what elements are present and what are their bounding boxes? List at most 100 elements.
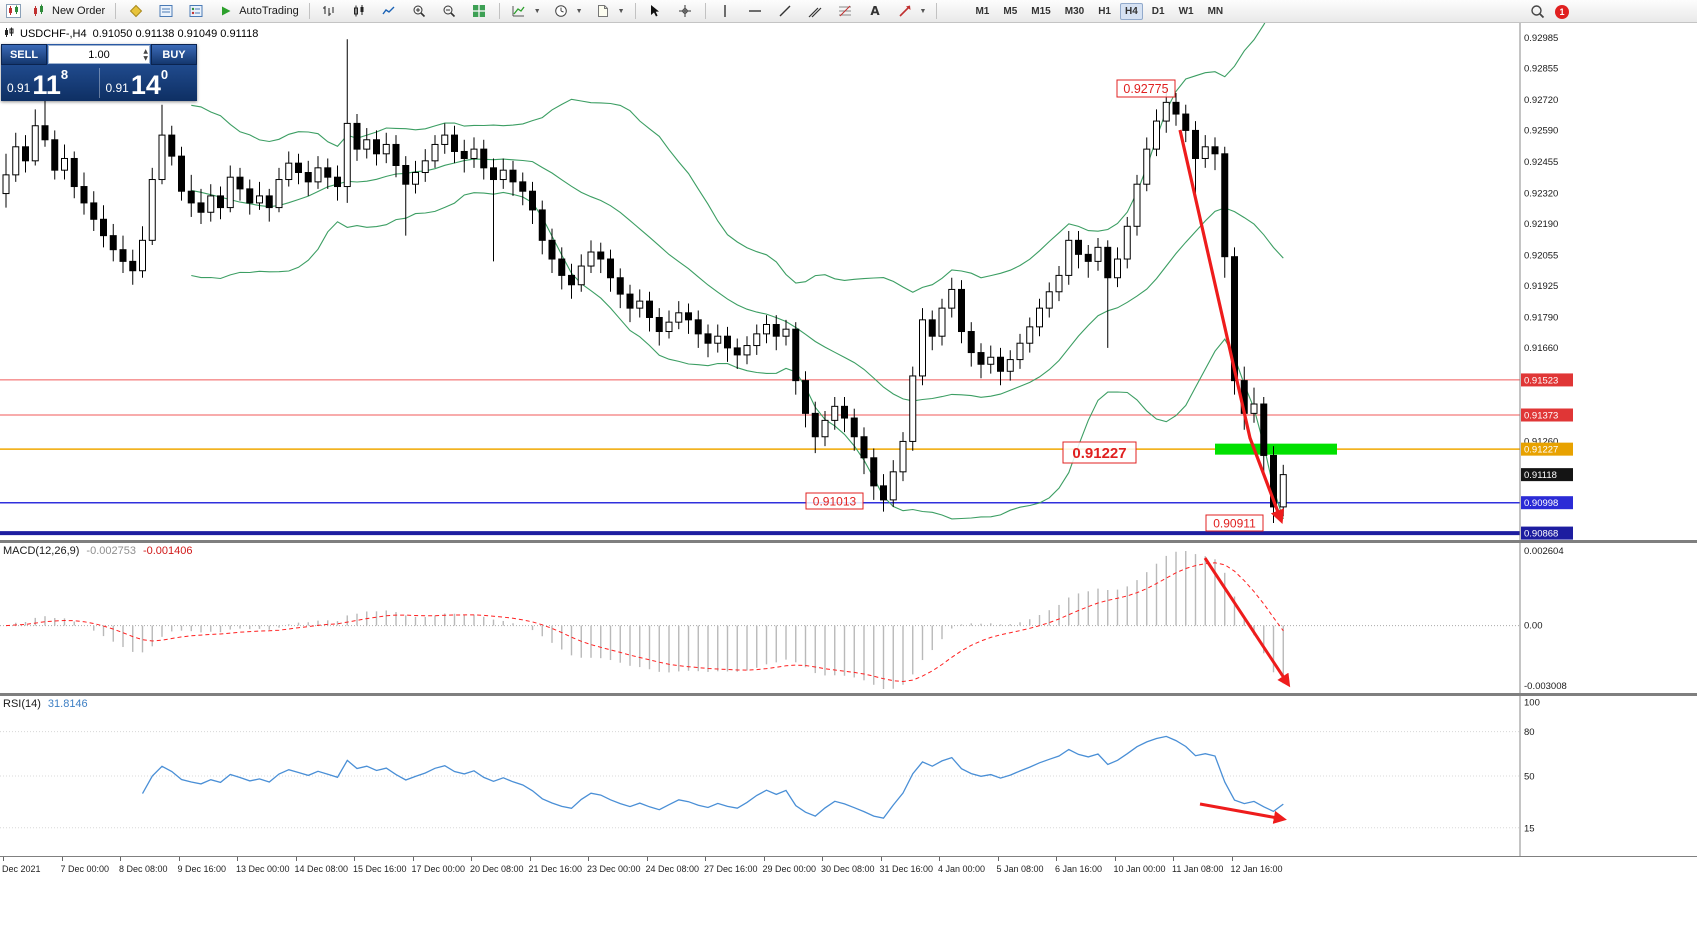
symbol-ohlc-values: 0.91050 0.91138 0.91049 0.91118	[92, 28, 259, 40]
timeframe-mn[interactable]: MN	[1207, 5, 1224, 17]
tile-windows-button[interactable]	[465, 1, 494, 22]
green-zone-highlight[interactable]	[1215, 443, 1337, 455]
templates-icon	[594, 3, 613, 20]
volume-input[interactable]: 1.00 ▲ ▼	[48, 45, 150, 64]
rsi-line	[141, 735, 1284, 819]
buy-price-big: 14	[130, 70, 161, 100]
price-annotation[interactable]: 0.90911	[1205, 514, 1264, 532]
sell-button[interactable]: SELL	[1, 44, 47, 65]
main-toolbar: New Order AutoTrading	[0, 0, 1697, 23]
vertical-line-tool-button[interactable]	[711, 1, 740, 22]
tile-windows-icon	[470, 3, 489, 20]
macd-panel[interactable]: 0.002604 0.00 -0.003008	[0, 543, 1697, 693]
channel-tool-button[interactable]	[801, 1, 830, 22]
price-tag-label: 0.90868	[1524, 529, 1558, 540]
time-axis[interactable]: Dec 2021 7 Dec 00:00 8 Dec 08:00 9 Dec 16:0…	[0, 856, 1697, 878]
chevron-down-icon: ▼	[919, 7, 927, 15]
notification-badge[interactable]: 1	[1555, 4, 1569, 19]
time-axis-label: 4 Jan 00:00	[938, 864, 986, 874]
buy-button[interactable]: BUY	[151, 44, 197, 65]
autotrading-button[interactable]: AutoTrading	[211, 1, 304, 22]
buy-price-sup: 0	[160, 67, 169, 82]
line-chart-button[interactable]	[375, 1, 404, 22]
symbol-period-label: USDCHF-,H4	[20, 28, 87, 40]
horizontal-line-tool-button[interactable]	[741, 1, 770, 22]
volume-stepper[interactable]: ▲ ▼	[143, 46, 148, 63]
timeframe-m5[interactable]: M5	[1003, 5, 1018, 17]
panel-separator[interactable]	[0, 540, 1697, 543]
rsi-panel[interactable]: 100 80 50 15	[0, 696, 1697, 856]
time-axis-label: 6 Jan 16:00	[1055, 864, 1103, 874]
trend-arrow-main[interactable]	[1178, 129, 1285, 524]
panel-separator[interactable]	[0, 693, 1697, 696]
trend-arrow-macd[interactable]	[1203, 557, 1291, 688]
arrow-shape-icon	[896, 3, 915, 20]
navigator-button[interactable]	[181, 1, 210, 22]
volume-value: 1.00	[88, 48, 110, 61]
indicators-button[interactable]: ▼	[505, 1, 546, 22]
arrows-tool-button[interactable]: ▼	[891, 1, 932, 22]
sell-price-display[interactable]: 0.91 11 8	[1, 65, 99, 101]
time-axis-tick	[588, 857, 589, 861]
app-chart-icon	[4, 3, 23, 20]
fibonacci-tool-button[interactable]	[831, 1, 860, 22]
trendline-tool-button[interactable]	[771, 1, 800, 22]
chevron-down-icon: ▼	[575, 7, 583, 15]
stepper-down-icon[interactable]: ▼	[143, 54, 148, 62]
crosshair-button[interactable]	[671, 1, 700, 22]
price-divider	[98, 68, 100, 98]
price-annotation[interactable]: 0.91013	[805, 492, 864, 510]
expert-advisors-button[interactable]	[121, 1, 150, 22]
one-click-trading-panel: SELL 1.00 ▲ ▼ BUY 0.91 11 8 0.91 14 0	[1, 44, 197, 101]
time-axis-label: 24 Dec 08:00	[645, 864, 700, 874]
time-axis-tick	[178, 857, 180, 861]
timeframe-h1[interactable]: H1	[1098, 5, 1111, 17]
bollinger-upper-band	[191, 23, 1266, 293]
toolbar-separator	[936, 3, 938, 19]
timeframe-m15[interactable]: M15	[1031, 5, 1051, 17]
timeframe-m1[interactable]: M1	[975, 5, 990, 17]
bar-chart-button[interactable]	[315, 1, 344, 22]
templates-button[interactable]: ▼	[589, 1, 630, 22]
price-annotation[interactable]: 0.91227	[1062, 441, 1137, 464]
timeframe-h4[interactable]: H4	[1119, 2, 1143, 20]
marketwatch-button[interactable]	[151, 1, 180, 22]
macd-title: MACD(12,26,9)	[3, 545, 80, 557]
expert-advisors-icon	[126, 3, 145, 20]
toolbar-separator	[498, 3, 500, 19]
trend-arrow-rsi[interactable]	[1199, 802, 1287, 824]
svg-text:0.90911: 0.90911	[1213, 516, 1256, 530]
price-axis-label: 0.91925	[1524, 281, 1558, 292]
navigator-icon	[186, 3, 205, 20]
time-axis-label: 17 Dec 00:00	[411, 864, 466, 874]
time-axis-label: 10 Jan 00:00	[1113, 864, 1166, 874]
timeframe-toolbar: M1 M5 M15 M30 H1 H4 D1 W1 MN	[970, 2, 1228, 20]
trendline-icon	[776, 3, 795, 20]
toolbar-separator	[704, 3, 706, 19]
time-axis-tick	[1231, 857, 1233, 861]
time-axis-label: 7 Dec 00:00	[60, 864, 110, 874]
chart-symbol-info: USDCHF-,H4 0.91050 0.91138 0.91049 0.911…	[4, 27, 258, 41]
stepper-up-icon[interactable]: ▲	[143, 47, 148, 55]
price-chart[interactable]: 0.92775 0.91227 0.91013 0.90911 0.92985 0.928…	[0, 23, 1697, 540]
price-annotation[interactable]: 0.92775	[1116, 79, 1176, 98]
buy-price-display[interactable]: 0.91 14 0	[100, 65, 198, 101]
candlestick-chart-button[interactable]	[345, 1, 374, 22]
timeframe-m30[interactable]: M30	[1064, 5, 1085, 17]
timeframe-d1[interactable]: D1	[1151, 5, 1165, 17]
rsi-axis-label: 50	[1524, 772, 1535, 783]
cursor-button[interactable]	[641, 1, 670, 22]
timeframe-w1[interactable]: W1	[1178, 5, 1194, 17]
zoom-in-button[interactable]	[405, 1, 434, 22]
new-order-button[interactable]: New Order	[24, 1, 110, 22]
time-axis-label: 21 Dec 16:00	[528, 864, 583, 874]
time-axis-label: 9 Dec 16:00	[177, 864, 227, 874]
text-tool-button[interactable]: A	[861, 1, 890, 22]
time-axis-tick	[354, 857, 355, 861]
chevron-down-icon: ▼	[617, 7, 625, 15]
time-axis-tick	[997, 857, 999, 861]
periods-button[interactable]: ▼	[547, 1, 588, 22]
search-icon[interactable]	[1528, 3, 1547, 20]
zoom-out-button[interactable]	[435, 1, 464, 22]
price-axis-label: 0.92320	[1524, 189, 1558, 200]
